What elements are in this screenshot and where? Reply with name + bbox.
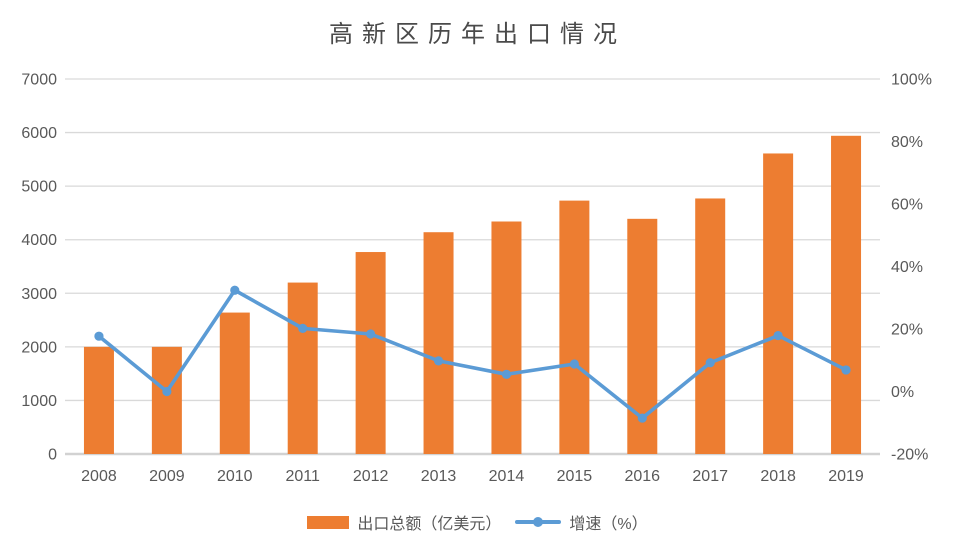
- bar: [763, 153, 794, 454]
- y-right-tick-label: 20%: [891, 322, 923, 339]
- bar: [151, 346, 182, 454]
- bar: [423, 232, 454, 454]
- line-marker: [162, 386, 172, 397]
- y-right-tick-label: 60%: [891, 197, 923, 214]
- line-swatch-dot: [533, 517, 544, 527]
- y-left-tick-label: 5000: [21, 179, 57, 196]
- x-axis-label: 2011: [286, 468, 321, 485]
- y-right-tick-label: 40%: [891, 259, 923, 276]
- bar: [219, 312, 250, 454]
- line-marker: [433, 356, 444, 366]
- y-right-tick-label: -20%: [891, 447, 928, 464]
- line-marker: [637, 413, 647, 423]
- y-left-tick-label: 0: [48, 447, 57, 464]
- x-axis-label: 2012: [353, 468, 389, 485]
- line-marker: [94, 331, 104, 341]
- bar: [695, 198, 726, 454]
- legend-label-exports: 出口总额（亿美元）: [357, 516, 502, 533]
- bar-swatch-icon: [307, 515, 350, 529]
- x-axis-label: 2019: [828, 468, 864, 485]
- line-marker: [366, 329, 376, 339]
- y-right-tick-label: 80%: [891, 134, 923, 151]
- line-marker: [773, 330, 783, 341]
- x-axis-label: 2017: [692, 468, 728, 485]
- line-marker: [298, 323, 308, 333]
- line-marker: [841, 365, 851, 375]
- chart-title: 高新区历年出口情况: [329, 22, 626, 48]
- bar: [287, 282, 318, 454]
- x-axis-label: 2018: [760, 468, 796, 485]
- legend-item-exports: 出口总额（亿美元）: [307, 510, 501, 534]
- x-axis-label: 2009: [149, 468, 185, 485]
- x-axis-label: 2010: [217, 468, 253, 485]
- bar: [491, 221, 522, 454]
- y-left-tick-label: 6000: [21, 125, 57, 142]
- line-marker: [230, 285, 240, 295]
- legend-item-growth: 增速（%）: [515, 510, 648, 534]
- x-axis-label: 2016: [624, 468, 660, 485]
- y-right-tick-label: 0%: [891, 384, 914, 401]
- y-left-tick-label: 2000: [21, 339, 57, 356]
- line-marker: [569, 359, 579, 369]
- x-axis-label: 2013: [421, 468, 457, 485]
- y-left-tick-label: 3000: [21, 286, 57, 303]
- bar: [559, 200, 590, 454]
- line-marker: [705, 358, 715, 368]
- y-left-tick-label: 4000: [21, 232, 57, 249]
- x-axis-label: 2014: [489, 468, 525, 485]
- x-axis-label: 2015: [557, 468, 593, 485]
- legend: 出口总额（亿美元） 增速（%）: [0, 510, 955, 534]
- bar: [355, 252, 386, 454]
- y-left-tick-label: 7000: [21, 72, 57, 89]
- bar: [831, 135, 862, 455]
- bar: [83, 346, 114, 454]
- legend-label-growth: 增速（%）: [569, 516, 648, 533]
- y-right-tick-label: 100%: [891, 72, 932, 89]
- line-marker-swatch-icon: [515, 517, 562, 527]
- growth-line: [97, 288, 848, 420]
- y-left-tick-label: 1000: [21, 393, 57, 410]
- x-axis-label: 2008: [81, 468, 117, 485]
- line-marker: [501, 369, 512, 379]
